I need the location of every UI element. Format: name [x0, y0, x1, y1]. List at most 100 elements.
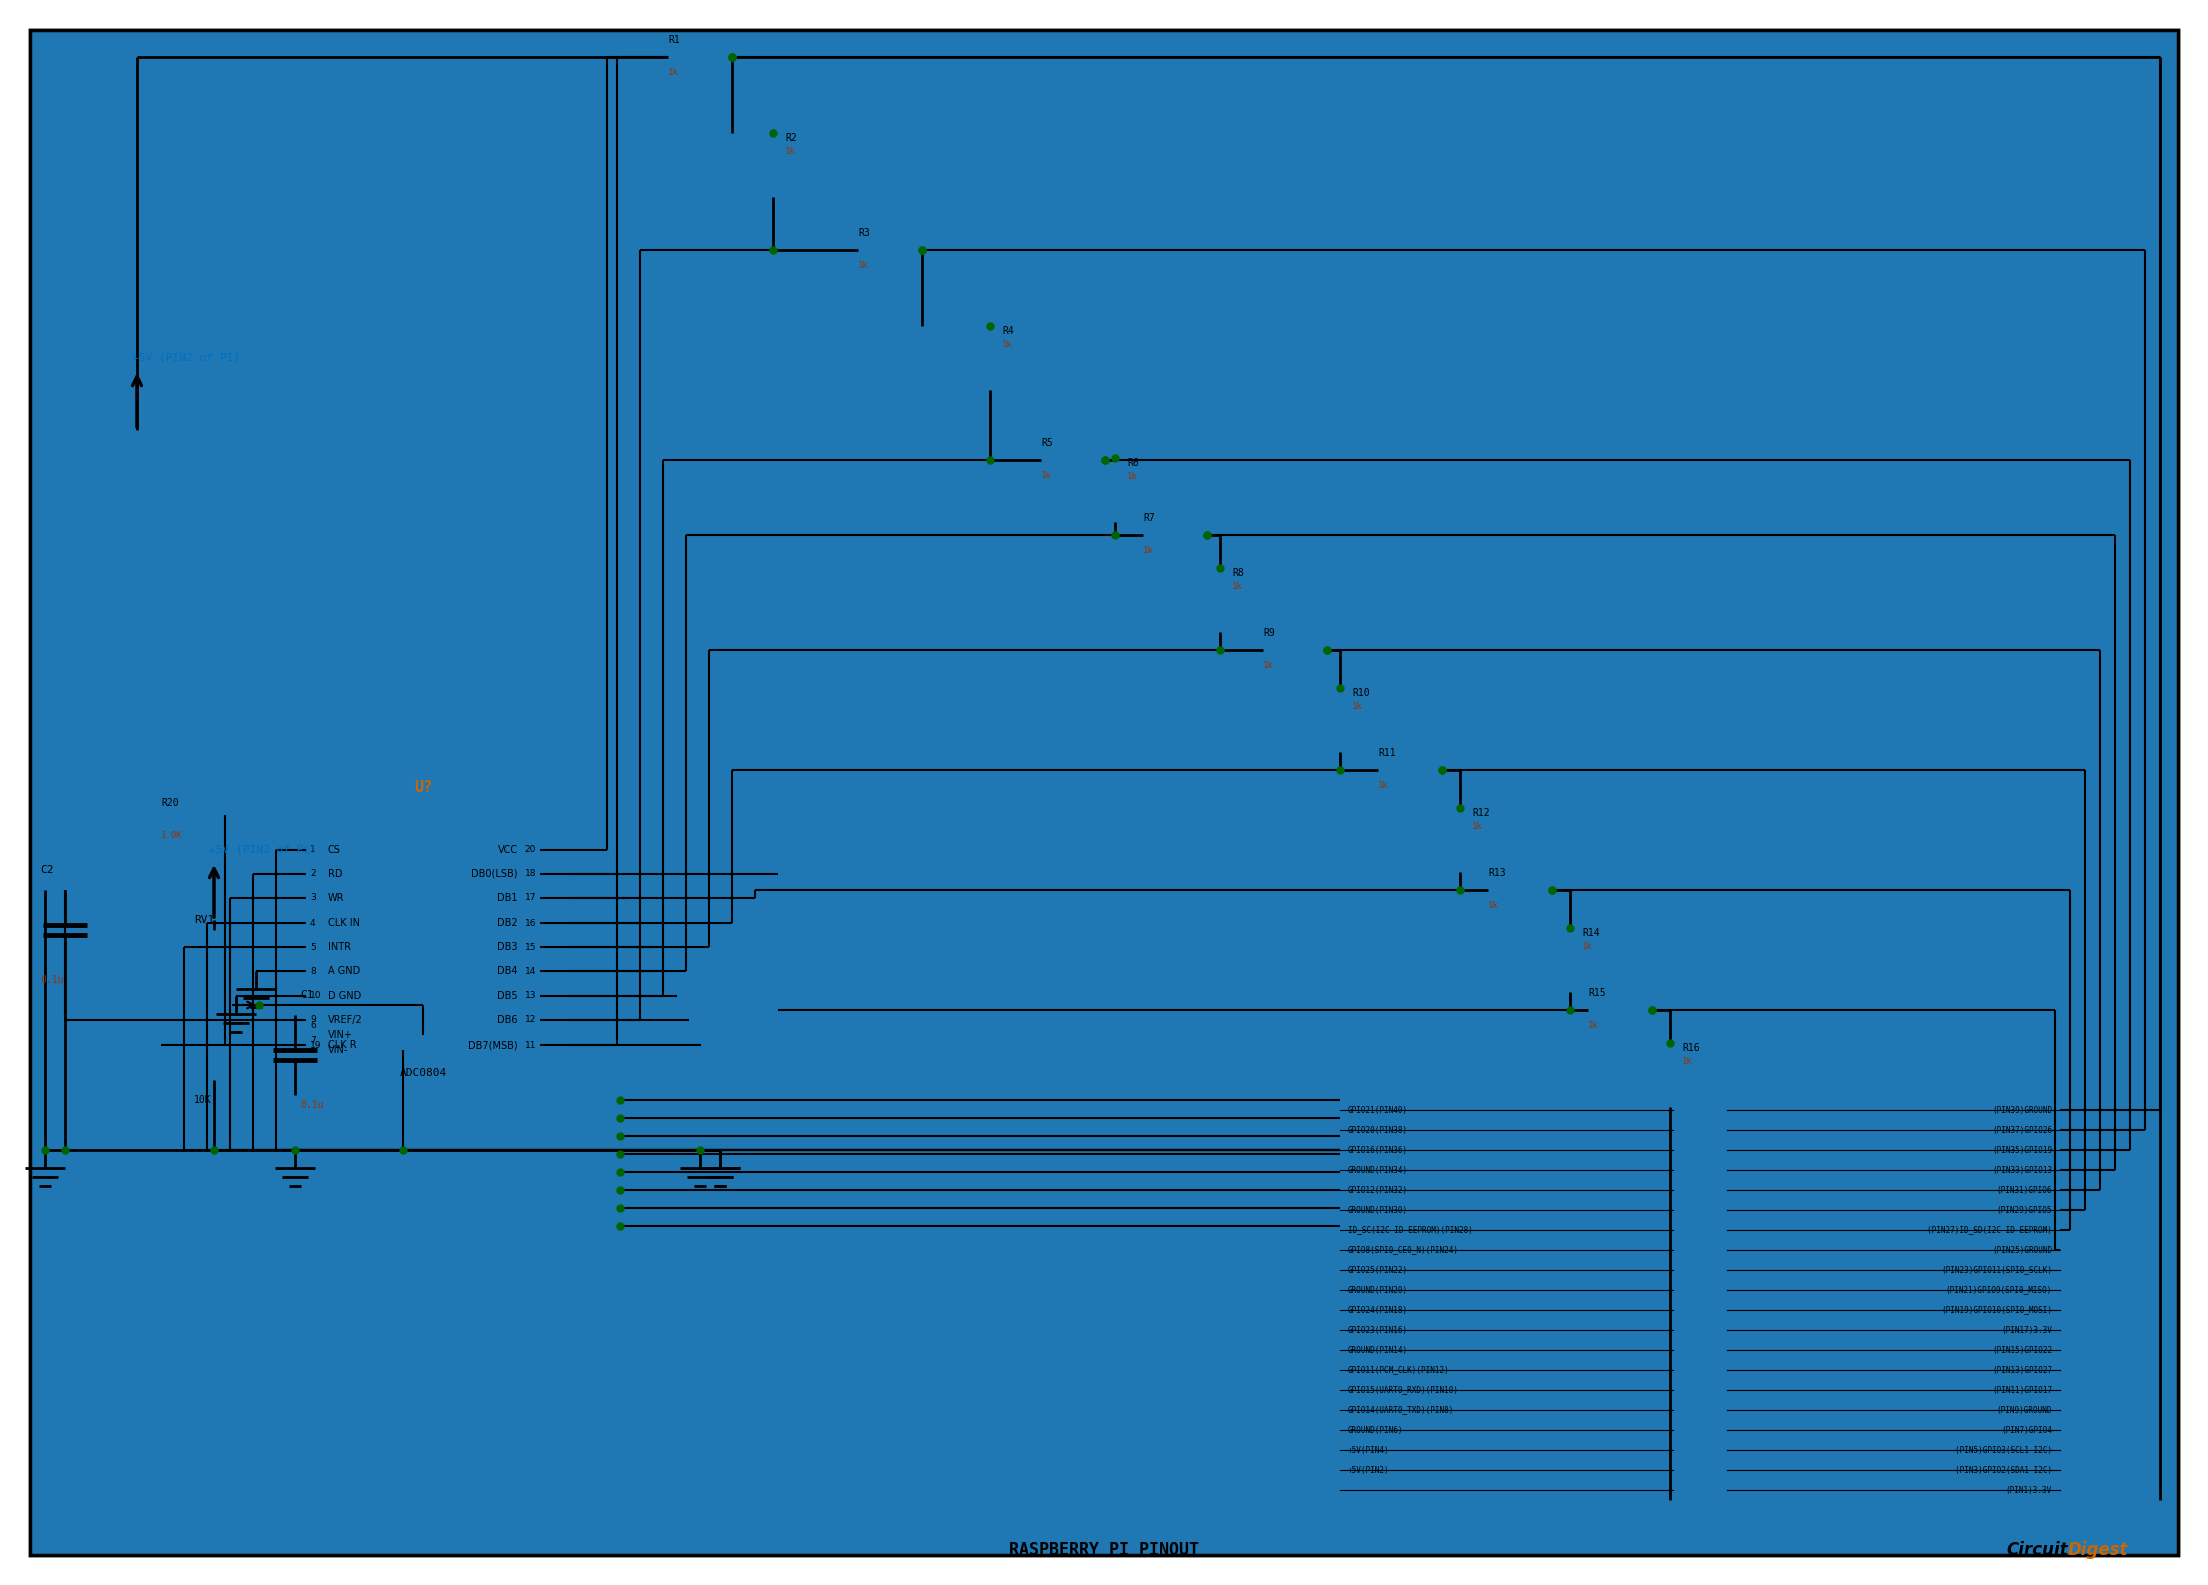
Bar — [1674, 1482, 1729, 1498]
Text: 1k: 1k — [1126, 472, 1137, 480]
Text: 16: 16 — [526, 918, 537, 927]
Text: (PIN23)GPIO11(SPI0_SCLK): (PIN23)GPIO11(SPI0_SCLK) — [1941, 1265, 2051, 1274]
Bar — [1674, 1362, 1729, 1377]
Text: 0.1u: 0.1u — [40, 975, 64, 984]
Bar — [1488, 881, 1552, 899]
Bar — [1674, 1143, 1729, 1159]
Text: R4: R4 — [1002, 327, 1013, 336]
Text: 1k: 1k — [1040, 471, 1051, 480]
Text: +5V (PIN2 of Pi): +5V (PIN2 of Pi) — [210, 843, 318, 854]
Text: 20: 20 — [526, 845, 537, 854]
Text: (PIN21)GPIO9(SPI0_MISO): (PIN21)GPIO9(SPI0_MISO) — [1945, 1285, 2051, 1295]
Text: 5: 5 — [309, 943, 316, 951]
Bar — [1674, 1102, 1729, 1117]
Text: GPIO14(UART0_TXD)(PIN8): GPIO14(UART0_TXD)(PIN8) — [1349, 1406, 1455, 1414]
Text: (PIN7)GPIO4: (PIN7)GPIO4 — [2000, 1425, 2051, 1434]
Bar — [859, 241, 923, 258]
Text: GPIO11(PCM_CLK)(PIN12): GPIO11(PCM_CLK)(PIN12) — [1349, 1366, 1451, 1374]
Text: INTR: INTR — [329, 941, 351, 953]
Bar — [1674, 1282, 1729, 1298]
Text: 15: 15 — [526, 943, 537, 951]
Text: R2: R2 — [786, 133, 797, 143]
Bar — [1674, 1222, 1729, 1238]
Text: R10: R10 — [1351, 688, 1369, 697]
Text: (PIN9)GROUND: (PIN9)GROUND — [1996, 1406, 2051, 1414]
Text: GPIO24(PIN18): GPIO24(PIN18) — [1349, 1306, 1409, 1314]
Text: 1k: 1k — [1351, 702, 1362, 712]
Text: CS: CS — [329, 845, 340, 854]
Text: 19: 19 — [309, 1040, 322, 1049]
Bar — [1674, 1442, 1729, 1458]
Bar — [1674, 1243, 1729, 1258]
Text: C1: C1 — [300, 991, 314, 1000]
Text: 13: 13 — [526, 992, 537, 1000]
Text: 3: 3 — [309, 894, 316, 902]
Text: GPIO16(PIN36): GPIO16(PIN36) — [1349, 1146, 1409, 1154]
Text: (PIN33)GPIO13: (PIN33)GPIO13 — [1992, 1165, 2051, 1174]
Text: A GND: A GND — [329, 965, 360, 976]
Text: VIN+: VIN+ — [329, 1030, 353, 1040]
Bar — [669, 48, 733, 67]
Text: R3: R3 — [859, 228, 870, 238]
Bar — [1106, 458, 1124, 523]
Text: GPIO23(PIN16): GPIO23(PIN16) — [1349, 1325, 1409, 1335]
Text: GROUND(PIN14): GROUND(PIN14) — [1349, 1346, 1409, 1355]
Text: GROUND(PIN34): GROUND(PIN34) — [1349, 1165, 1409, 1174]
Text: 0.1u: 0.1u — [300, 1100, 325, 1110]
Text: GROUND(PIN20): GROUND(PIN20) — [1349, 1285, 1409, 1295]
Bar — [980, 327, 998, 391]
Bar — [307, 826, 541, 1060]
Text: 9: 9 — [309, 1016, 316, 1024]
Bar — [1674, 1382, 1729, 1398]
Text: (PIN25)GROUND: (PIN25)GROUND — [1992, 1246, 2051, 1254]
Bar — [1210, 567, 1230, 632]
Bar — [161, 812, 225, 829]
Bar — [1674, 1403, 1729, 1419]
Text: ADC0804: ADC0804 — [400, 1068, 446, 1078]
Text: RD: RD — [329, 869, 342, 880]
Bar — [194, 930, 234, 1079]
Text: 10K: 10K — [194, 1095, 212, 1105]
Text: GPIO21(PIN40): GPIO21(PIN40) — [1349, 1105, 1409, 1114]
Text: GPIO12(PIN32): GPIO12(PIN32) — [1349, 1186, 1409, 1195]
Text: DB4: DB4 — [497, 965, 519, 976]
Text: ID_SC(I2C ID EEPROM)(PIN28): ID_SC(I2C ID EEPROM)(PIN28) — [1349, 1225, 1473, 1235]
Text: (PIN31)GPIO6: (PIN31)GPIO6 — [1996, 1186, 2051, 1195]
Bar — [1674, 1301, 1729, 1319]
Text: C2: C2 — [40, 865, 53, 875]
Bar — [1340, 1090, 2060, 1511]
Text: 1k: 1k — [1144, 545, 1155, 555]
Text: R1: R1 — [669, 35, 680, 44]
Text: 1k: 1k — [1002, 341, 1013, 349]
Text: R20: R20 — [161, 797, 179, 808]
Text: DB6: DB6 — [497, 1014, 519, 1025]
Text: 1k: 1k — [669, 68, 678, 78]
Text: RV1: RV1 — [194, 915, 214, 926]
Text: (PIN39)GROUND: (PIN39)GROUND — [1992, 1105, 2051, 1114]
Text: VCC: VCC — [497, 845, 519, 854]
Text: GPIO25(PIN22): GPIO25(PIN22) — [1349, 1265, 1409, 1274]
Text: DB5: DB5 — [497, 991, 519, 1002]
Text: R14: R14 — [1581, 927, 1599, 938]
Text: R13: R13 — [1488, 869, 1506, 878]
Text: 6: 6 — [309, 1021, 316, 1030]
Text: +5V(PIN2): +5V(PIN2) — [1349, 1466, 1389, 1474]
Bar — [1674, 1322, 1729, 1338]
Text: DB3: DB3 — [497, 941, 519, 953]
Text: VIN-: VIN- — [329, 1045, 349, 1056]
Text: (PIN19)GPIO10(SPI0_MOSI): (PIN19)GPIO10(SPI0_MOSI) — [1941, 1306, 2051, 1314]
Text: 1k: 1k — [1473, 823, 1484, 831]
Text: 1k: 1k — [786, 147, 795, 155]
Text: 1k: 1k — [1263, 661, 1274, 670]
Text: R9: R9 — [1263, 628, 1274, 639]
Bar — [1263, 640, 1327, 659]
Bar — [1674, 1262, 1729, 1278]
Text: R8: R8 — [1232, 567, 1243, 579]
Bar — [1660, 1043, 1678, 1108]
Text: 1k: 1k — [1488, 900, 1499, 910]
Bar — [1674, 1201, 1729, 1217]
Text: 7: 7 — [309, 1037, 316, 1045]
Text: 18: 18 — [526, 870, 537, 878]
Text: R5: R5 — [1040, 437, 1053, 449]
Text: GROUND(PIN6): GROUND(PIN6) — [1349, 1425, 1404, 1434]
